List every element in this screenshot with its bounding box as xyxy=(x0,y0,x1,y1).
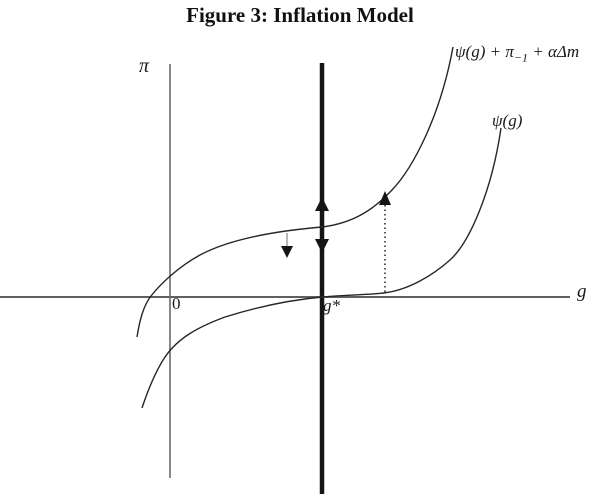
lower-curve-label: ψ(g) xyxy=(492,111,523,130)
origin-label: 0 xyxy=(172,294,181,313)
lower-curve xyxy=(141,127,502,409)
x-axis-label: g xyxy=(577,281,587,302)
upper-curve xyxy=(136,46,454,338)
gap-up-arrowhead-icon xyxy=(379,191,391,205)
up-arrowhead-icon xyxy=(315,197,329,211)
upper-curve-label-subscript: −1 xyxy=(513,50,528,65)
figure-title: Figure 3: Inflation Model xyxy=(186,3,414,27)
adjustment-down-arrowhead-icon xyxy=(281,246,293,258)
upper-curve-label-rest: + αΔm xyxy=(527,42,580,61)
y-axis-label: π xyxy=(139,55,150,77)
upper-curve-label: ψ(g) + π−1 + αΔm xyxy=(455,42,580,63)
gstar-label: g* xyxy=(323,296,340,315)
upper-curve-label-main: ψ(g) + π xyxy=(455,42,514,61)
down-arrowhead-icon xyxy=(315,239,329,253)
